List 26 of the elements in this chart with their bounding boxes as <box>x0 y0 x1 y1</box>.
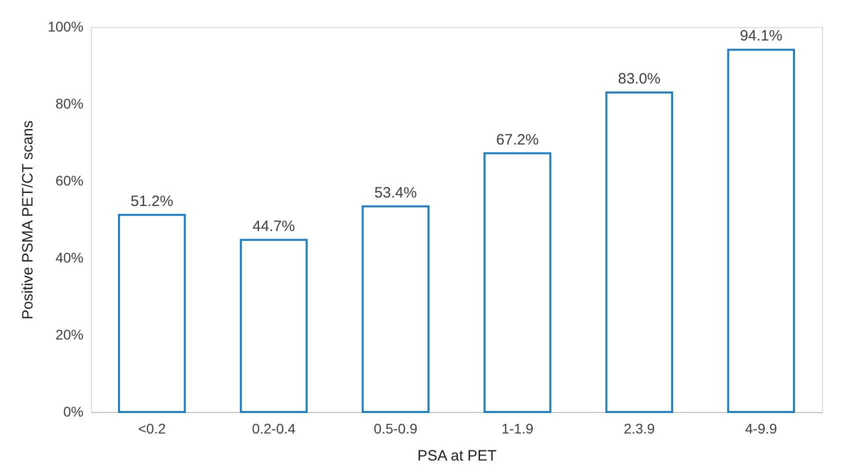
y-tick-label: 40% <box>55 250 84 266</box>
y-tick-label: 100% <box>48 18 84 34</box>
y-tick-label: 20% <box>55 326 84 342</box>
bar <box>484 152 552 413</box>
x-tick-label: 0.2-0.4 <box>252 420 296 436</box>
x-axis-title: PSA at PET <box>417 448 497 464</box>
x-tick-label: 4-9.9 <box>745 420 778 436</box>
y-tick-label: 0% <box>63 404 84 420</box>
y-tick-label: 80% <box>55 96 84 112</box>
x-tick-label: <0.2 <box>138 420 166 436</box>
y-tick-label: 60% <box>55 172 84 188</box>
data-label: 44.7% <box>252 218 296 235</box>
data-label: 94.1% <box>740 28 782 45</box>
bar <box>240 238 308 413</box>
data-label: 67.2% <box>496 131 539 148</box>
bar <box>362 205 430 413</box>
bar <box>727 48 795 413</box>
data-label: 83.0% <box>618 70 661 88</box>
data-label: 53.4% <box>374 184 417 202</box>
bar <box>118 214 186 413</box>
data-label: 51.2% <box>130 192 174 210</box>
x-tick-label: 1-1.9 <box>501 420 534 436</box>
bar <box>605 91 674 413</box>
x-tick-label: 0.5-0.9 <box>374 420 418 436</box>
x-tick-label: 2.3.9 <box>624 420 656 436</box>
y-axis-title: Positive PSMA PET/CT scans <box>20 120 37 320</box>
